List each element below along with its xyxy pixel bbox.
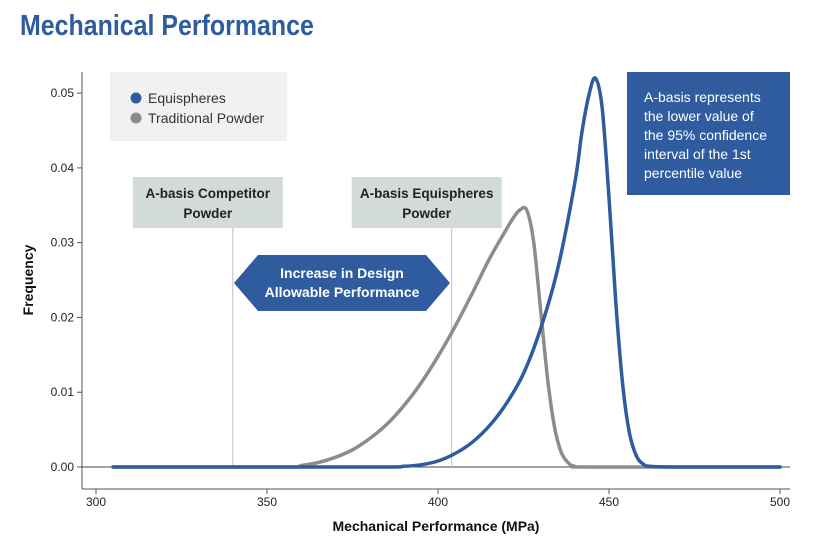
- x-tick-label: 450: [599, 495, 619, 509]
- page-title: Mechanical Performance: [20, 10, 314, 42]
- reference-lines: [232, 228, 453, 467]
- reference-label-line2: Powder: [402, 206, 452, 221]
- y-tick-label: 0.04: [51, 161, 75, 175]
- legend-marker-equispheres: [130, 92, 142, 104]
- increase-arrow: Increase in Design Allowable Performance: [234, 255, 450, 311]
- x-tick-label: 400: [428, 495, 448, 509]
- series-line-equispheres: [111, 76, 782, 469]
- series-lines: [111, 76, 782, 469]
- increase-arrow-shape: [234, 255, 450, 311]
- legend-label-traditional: Traditional Powder: [148, 110, 265, 126]
- x-axis-title: Mechanical Performance (MPa): [333, 518, 540, 534]
- legend: Equispheres Traditional Powder: [110, 72, 287, 141]
- reference-label-line1: A-basis Competitor: [146, 186, 271, 201]
- legend-marker-traditional: [130, 112, 142, 124]
- note-line-4: interval of the 1st: [644, 146, 751, 162]
- x-tick-label: 350: [257, 495, 277, 509]
- y-tick-label: 0.00: [51, 460, 75, 474]
- y-tick-label: 0.05: [51, 86, 75, 100]
- note-box: A-basis represents the lower value of th…: [627, 72, 790, 195]
- legend-bg: [110, 72, 287, 141]
- y-tick-label: 0.03: [51, 236, 75, 250]
- y-tick-label: 0.02: [51, 310, 75, 324]
- reference-label-line2: Powder: [183, 206, 233, 221]
- note-line-1: A-basis represents: [644, 89, 761, 105]
- y-axis-title: Frequency: [20, 244, 36, 315]
- increase-arrow-line2: Allowable Performance: [265, 284, 420, 300]
- legend-label-equispheres: Equispheres: [148, 90, 226, 106]
- reference-label-boxes: A-basis Competitor Powder A-basis Equisphe…: [132, 177, 502, 228]
- x-tick-label: 500: [770, 495, 790, 509]
- reference-label-box: [132, 177, 283, 228]
- increase-arrow-line1: Increase in Design: [280, 265, 404, 281]
- note-line-3: the 95% confidence: [644, 127, 767, 143]
- reference-label-line1: A-basis Equispheres: [360, 186, 494, 201]
- note-box-bg: [627, 72, 790, 195]
- series-line-traditional-powder: [111, 205, 782, 469]
- note-line-5: percentile value: [644, 165, 742, 181]
- note-line-2: the lower value of: [644, 108, 754, 124]
- y-tick-label: 0.01: [51, 385, 75, 399]
- x-tick-label: 300: [86, 495, 106, 509]
- reference-label-box: [351, 177, 502, 228]
